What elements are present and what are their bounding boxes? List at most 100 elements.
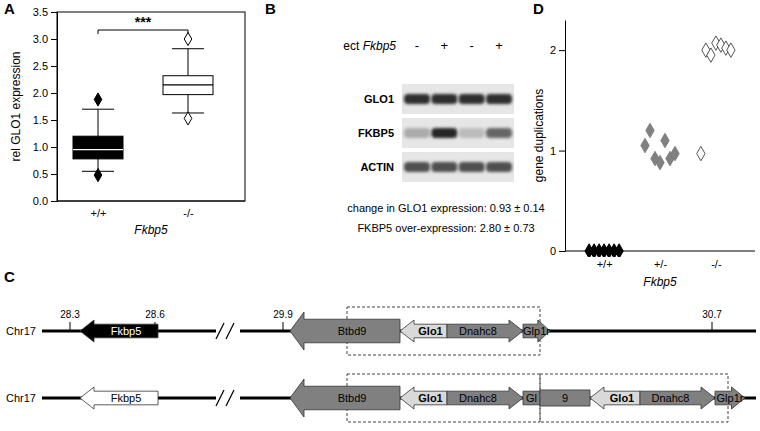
tick-label: 0 bbox=[550, 245, 556, 257]
tick: 2.5 bbox=[33, 60, 57, 72]
gene bbox=[540, 390, 590, 406]
gene bbox=[447, 320, 523, 342]
row-label: GLO1 bbox=[364, 93, 394, 105]
tick: -/- bbox=[711, 251, 722, 270]
point bbox=[641, 138, 649, 152]
panel-label: B bbox=[265, 0, 276, 17]
header-label: ect bbox=[343, 39, 362, 53]
tick-mark bbox=[559, 151, 565, 152]
position-label: 28.3 bbox=[60, 309, 80, 320]
blot-note: FKBP5 over-expression: 2.80 ± 0.73 bbox=[357, 222, 534, 234]
tick-label: 1.5 bbox=[33, 114, 48, 126]
gene bbox=[640, 387, 715, 409]
gene bbox=[523, 320, 550, 342]
tick: 3.0 bbox=[33, 33, 57, 45]
gene bbox=[523, 391, 540, 405]
point bbox=[707, 48, 715, 62]
tick-label: -/- bbox=[711, 258, 722, 270]
axis-line bbox=[57, 13, 58, 202]
chromosome-label: Chr17 bbox=[6, 325, 36, 337]
tick: +/- bbox=[654, 251, 667, 270]
break-mark bbox=[216, 323, 224, 339]
point bbox=[671, 146, 679, 160]
blot-band bbox=[486, 162, 512, 172]
break-mark bbox=[216, 390, 224, 406]
gene-label: Btbd9 bbox=[338, 325, 367, 337]
tick-label: 3.5 bbox=[33, 6, 48, 18]
gene bbox=[400, 387, 447, 409]
significance-bracket bbox=[98, 30, 188, 34]
chromosome-label: Chr17 bbox=[6, 392, 36, 404]
blot-band bbox=[404, 162, 430, 172]
tick-mark bbox=[51, 12, 57, 13]
blot-strip bbox=[402, 84, 514, 114]
position-tick bbox=[155, 322, 156, 331]
tick: -/- bbox=[183, 201, 194, 219]
tick-mark bbox=[51, 201, 57, 202]
tick: 0 bbox=[550, 245, 565, 257]
gene-label: Glp1r bbox=[717, 392, 744, 404]
box bbox=[73, 136, 123, 159]
tick-label: +/+ bbox=[597, 258, 613, 270]
gene-label: Btbd9 bbox=[338, 392, 367, 404]
axis-line bbox=[565, 21, 566, 252]
tick-label: 2.0 bbox=[33, 87, 48, 99]
row-label: ACTIN bbox=[360, 161, 394, 173]
plot-area bbox=[585, 36, 735, 257]
position-tick bbox=[70, 322, 71, 331]
row-label: FKBP5 bbox=[358, 127, 394, 139]
tick-label: 1.0 bbox=[33, 141, 48, 153]
gene-label: 9 bbox=[562, 392, 568, 404]
y-axis: 012 bbox=[550, 21, 566, 258]
tick-label: 1 bbox=[550, 145, 556, 157]
tick: 1.5 bbox=[33, 114, 57, 126]
blot-band bbox=[431, 162, 457, 172]
x-axis-title: Fkbp5 bbox=[134, 223, 168, 237]
point bbox=[697, 146, 705, 160]
tick: 0.0 bbox=[33, 195, 57, 207]
tick-label: 2.5 bbox=[33, 60, 48, 72]
gene-label: Glo1 bbox=[418, 325, 442, 337]
outlier bbox=[94, 93, 102, 106]
y-axis-title: gene duplications bbox=[532, 89, 546, 182]
tick: 2.0 bbox=[33, 87, 57, 99]
gene-label: Glo1 bbox=[610, 392, 634, 404]
gene-label: Gl bbox=[526, 392, 537, 404]
tick-label: 3.0 bbox=[33, 33, 48, 45]
tick: 1 bbox=[550, 145, 565, 157]
point bbox=[615, 244, 623, 257]
position-label: 28.6 bbox=[145, 309, 165, 320]
figure: A0.00.51.01.52.02.53.03.5+/+-/-Fkbp5rel … bbox=[0, 0, 760, 431]
tick-label: -/- bbox=[183, 207, 194, 219]
gene bbox=[715, 387, 745, 409]
outlier bbox=[184, 112, 192, 125]
break-mark bbox=[226, 323, 234, 339]
gene-label: Glp1r bbox=[523, 325, 550, 337]
position-label: 29.9 bbox=[273, 309, 293, 320]
median bbox=[73, 149, 123, 150]
gene-label: Dnahc8 bbox=[459, 325, 497, 337]
point bbox=[727, 43, 735, 57]
point bbox=[661, 133, 669, 147]
blot-header: ect Fkbp5 bbox=[343, 39, 396, 53]
x-axis-title: Fkbp5 bbox=[643, 275, 677, 289]
y-axis: 0.00.51.01.52.02.53.03.5 bbox=[33, 6, 58, 207]
panel-label: A bbox=[4, 0, 15, 17]
lane-label: - bbox=[415, 38, 419, 53]
tick-label: 0.0 bbox=[33, 195, 48, 207]
tick-mark bbox=[51, 174, 57, 175]
gene bbox=[80, 387, 158, 409]
median bbox=[163, 84, 213, 85]
blot-band bbox=[431, 94, 457, 104]
tick: +/+ bbox=[91, 201, 107, 219]
tick-mark bbox=[51, 66, 57, 67]
duplicated-region bbox=[540, 374, 728, 422]
tick-mark bbox=[51, 39, 57, 40]
plot-area bbox=[73, 32, 213, 181]
header-gene: Fkbp5 bbox=[363, 39, 397, 53]
significance-label: *** bbox=[135, 14, 152, 30]
blot-band bbox=[404, 128, 430, 138]
gene bbox=[590, 387, 640, 409]
lane-label: + bbox=[441, 38, 449, 53]
lane-label: + bbox=[495, 38, 503, 53]
